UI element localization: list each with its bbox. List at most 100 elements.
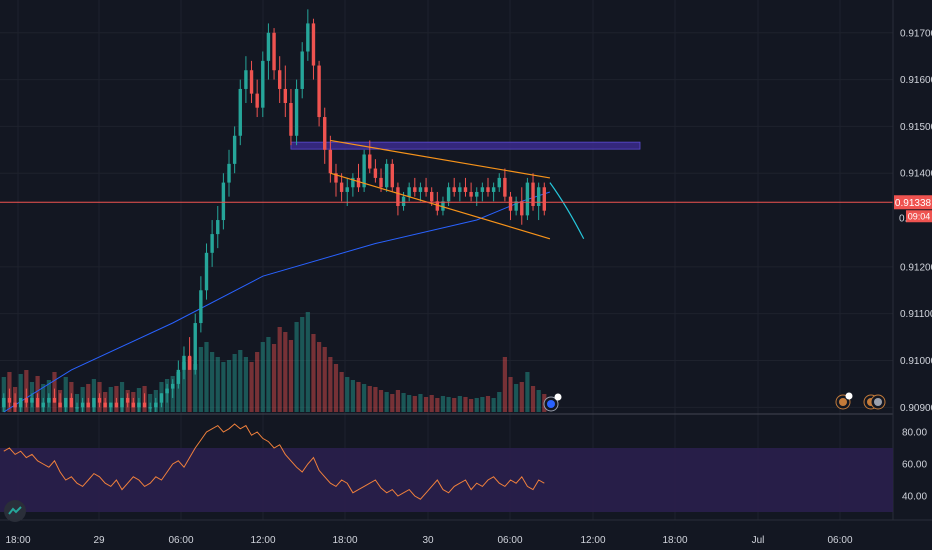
volume-bar	[384, 392, 389, 412]
candle	[435, 191, 440, 216]
candle	[232, 126, 237, 174]
volume-bar	[181, 362, 187, 412]
candle	[261, 51, 265, 118]
event-marker[interactable]	[835, 392, 853, 410]
time-tick-label: 12:00	[580, 535, 605, 546]
volume-bar	[525, 372, 530, 412]
candle	[24, 388, 29, 408]
time-axis[interactable]: 18:00 29 06:00 12:00 18:00 30 06:00 12:00 18:00 J…	[5, 535, 852, 546]
candle	[407, 182, 411, 202]
candle	[368, 140, 372, 174]
volume-bar	[193, 364, 198, 412]
candle	[176, 360, 181, 389]
candle	[120, 397, 124, 412]
candle	[97, 393, 102, 408]
candle	[41, 397, 45, 412]
candle	[300, 42, 304, 99]
volume-bar	[255, 352, 260, 412]
candle	[52, 388, 57, 403]
candle	[531, 173, 535, 211]
candle	[210, 220, 214, 267]
channel-upper-line[interactable]	[330, 139, 551, 179]
candle	[266, 23, 271, 80]
time-tick-label: 12:00	[250, 535, 275, 546]
volume-bar	[215, 357, 220, 412]
grid	[0, 0, 893, 520]
candle	[7, 388, 12, 408]
volume-bar	[469, 399, 474, 412]
candle	[323, 107, 327, 164]
candle	[463, 177, 468, 197]
candle	[458, 182, 462, 202]
candles	[2, 9, 546, 412]
candle	[171, 379, 175, 398]
candle	[334, 163, 338, 197]
candle	[497, 173, 501, 192]
vwap-line	[3, 191, 551, 413]
candle	[47, 393, 51, 408]
resistance-zone	[290, 141, 641, 150]
volume-bar	[367, 386, 372, 412]
volume-bar	[497, 392, 502, 412]
volume-bar	[373, 387, 378, 412]
time-tick-label: 06:00	[168, 535, 193, 546]
candle	[294, 79, 299, 146]
volume-bar	[519, 382, 524, 412]
tradingview-logo-icon[interactable]	[4, 500, 26, 522]
time-tick-label: 29	[93, 535, 105, 546]
volume-bar	[362, 384, 367, 412]
volume-bar	[485, 396, 491, 412]
volume-bar	[271, 344, 277, 412]
oscillator-line	[3, 423, 545, 500]
volume-bar	[249, 362, 254, 412]
volume-bar	[283, 332, 288, 412]
volume-bar	[446, 397, 451, 412]
countdown-label: 09:04	[906, 210, 932, 223]
candle	[536, 182, 541, 221]
volume-bar	[378, 390, 384, 412]
last-price-label: 0.91338	[894, 195, 932, 210]
candle	[328, 135, 333, 183]
candle	[475, 187, 479, 206]
event-marker[interactable]	[543, 393, 562, 412]
volume-bar	[18, 374, 23, 412]
channel-lower-line[interactable]	[330, 172, 551, 240]
oscillator-axis[interactable]: 80.00 60.00 40.00	[902, 428, 927, 503]
candle	[204, 243, 209, 300]
candle	[339, 173, 344, 202]
candle	[244, 56, 248, 103]
time-tick-label: 18:00	[5, 535, 30, 546]
volume-bar	[412, 396, 417, 412]
candle	[418, 182, 423, 202]
candle	[283, 65, 288, 118]
candle	[35, 393, 40, 408]
candle	[413, 177, 417, 197]
candle	[272, 28, 276, 80]
volume-bar	[407, 395, 412, 412]
volume-bar	[210, 352, 215, 412]
volume-bar	[429, 395, 434, 412]
volume-bar	[457, 396, 462, 412]
candle	[525, 177, 530, 221]
candle	[125, 393, 130, 408]
candle	[345, 177, 349, 206]
volume-bar	[435, 398, 440, 412]
volume-bar	[452, 398, 457, 412]
candle	[109, 402, 113, 412]
volume-bar	[356, 382, 361, 412]
event-marker[interactable]	[863, 394, 886, 410]
projection-arc[interactable]	[549, 182, 585, 240]
candle	[351, 173, 355, 197]
candle	[69, 393, 74, 408]
candle	[80, 397, 85, 412]
candle	[306, 9, 310, 61]
volume-bar	[187, 357, 192, 412]
volume-bar	[300, 317, 305, 412]
volume-bar	[204, 342, 209, 412]
oscillator-tick-label: 80.00	[902, 428, 927, 439]
candle	[311, 18, 316, 80]
candle	[103, 397, 107, 408]
